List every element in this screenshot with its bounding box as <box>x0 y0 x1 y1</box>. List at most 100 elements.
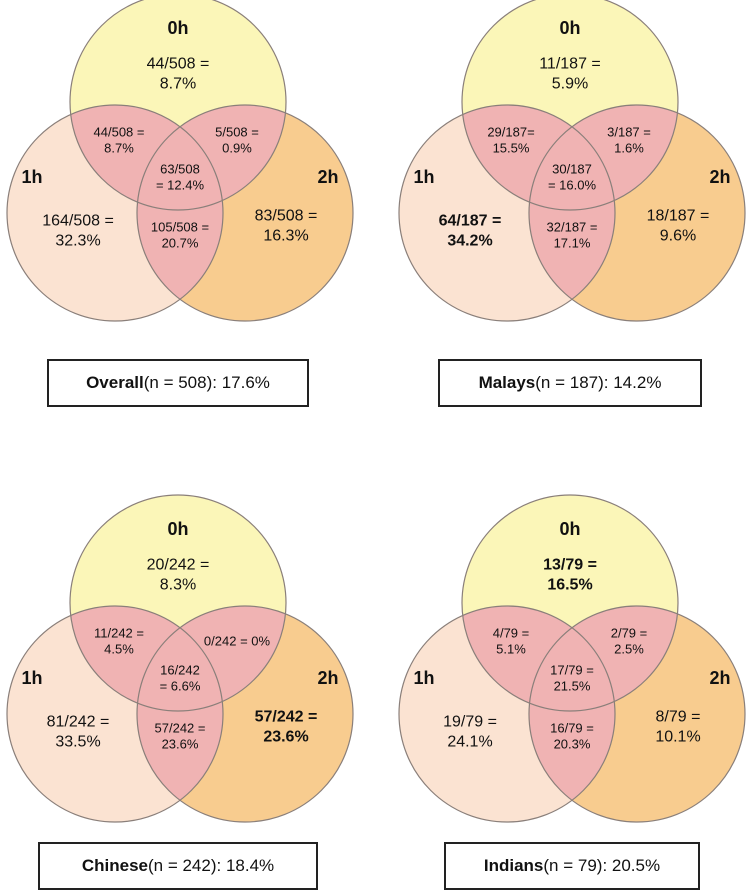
venn-panel: 0h 1h 2h 11/187 = 5.9% 29/187= 15.5% 3/187 = 1.6… <box>398 0 746 322</box>
region-only-right-value: 10.1% <box>655 729 700 746</box>
region-only-right-value: 23.6% <box>263 729 308 746</box>
circle-outline <box>136 605 354 823</box>
circle-outline <box>528 605 746 823</box>
region-top-right-value: 2/79 = <box>611 625 648 640</box>
region-only-left-value: 33.5% <box>55 734 100 751</box>
region-only-top-value: 13/79 = <box>543 557 597 574</box>
region-only-left-value: 24.1% <box>447 734 492 751</box>
region-center-value: 17/79 = <box>550 662 594 677</box>
region-only-left-value: 164/508 = <box>42 213 114 230</box>
region-left-right-value: 23.6% <box>162 737 199 752</box>
region-top-left-value: 8.7% <box>104 141 134 156</box>
circle-outline <box>6 104 224 322</box>
region-top-left-value: 4.5% <box>104 642 134 657</box>
region-only-right-value: 18/187 = <box>647 208 710 225</box>
region-center-value: = 16.0% <box>548 178 597 193</box>
circle-outline <box>69 494 287 712</box>
label-1h: 1h <box>21 167 42 187</box>
caption-group: Indians <box>483 856 544 875</box>
region-only-left-value: 34.2% <box>447 233 492 250</box>
label-1h: 1h <box>413 668 434 688</box>
circle-outline <box>398 605 616 823</box>
region-only-top-value: 8.3% <box>160 577 196 594</box>
caption-group: Chinese <box>81 856 148 875</box>
venn-panel: 0h 1h 2h 13/79 = 16.5% 4/79 = 5.1% 2/79 = 2.5% 17… <box>398 494 746 823</box>
venn-panel: 0h 1h 2h 20/242 = 8.3% 11/242 = 4.5% 0/242 = 0%… <box>6 494 354 823</box>
circle-outline <box>69 0 287 211</box>
circle-outline <box>528 104 746 322</box>
region-only-top-value: 20/242 = <box>147 557 210 574</box>
label-1h: 1h <box>413 167 434 187</box>
venn-panel: 0h 1h 2h 44/508 = 8.7% 44/508 = 8.7% 5/508 = 0.9… <box>6 0 354 322</box>
caption-overall: Overall (n = 508): 17.6% <box>47 359 309 407</box>
region-left-right-value: 57/242 = <box>155 720 206 735</box>
region-only-left-value: 19/79 = <box>443 714 497 731</box>
region-only-top-value: 5.9% <box>552 76 588 93</box>
region-left-right-value: 20.7% <box>162 236 199 251</box>
region-top-right-value: 2.5% <box>614 642 644 657</box>
region-only-left-value: 64/187 = <box>439 213 502 230</box>
region-top-left-value: 4/79 = <box>493 625 530 640</box>
circle-outline <box>398 104 616 322</box>
label-2h: 2h <box>317 167 338 187</box>
label-2h: 2h <box>709 668 730 688</box>
circle-outline <box>461 494 679 712</box>
region-left-right-value: 17.1% <box>554 236 591 251</box>
caption-detail: (n = 79): 20.5% <box>543 856 661 875</box>
overlap-1h-2h <box>137 606 223 822</box>
label-1h: 1h <box>21 668 42 688</box>
region-center-value: = 12.4% <box>156 178 205 193</box>
overlap-1h-2h <box>137 105 223 321</box>
region-top-left-value: 11/242 = <box>94 625 144 640</box>
region-only-top-value: 11/187 = <box>539 56 601 73</box>
region-top-left-value: 5.1% <box>496 642 526 657</box>
label-0h: 0h <box>167 519 188 539</box>
caption-indians: Indians (n = 79): 20.5% <box>444 842 700 890</box>
region-left-right-value: 105/508 = <box>151 219 209 234</box>
overlap-1h-2h <box>529 105 615 321</box>
region-left-right-value: 32/187 = <box>547 219 598 234</box>
region-only-top-value: 16.5% <box>547 577 592 594</box>
region-top-right-value: 1.6% <box>614 141 644 156</box>
region-center-value: 16/242 <box>160 662 200 677</box>
caption-detail: (n = 187): 14.2% <box>535 373 662 392</box>
label-0h: 0h <box>559 18 580 38</box>
region-center-value: 63/508 <box>160 161 200 176</box>
region-only-right-value: 8/79 = <box>656 709 701 726</box>
label-2h: 2h <box>709 167 730 187</box>
region-top-left-value: 44/508 = <box>94 124 145 139</box>
region-only-right-value: 9.6% <box>660 228 696 245</box>
region-only-top-value: 44/508 = <box>147 56 210 73</box>
region-top-left-value: 29/187= <box>487 124 534 139</box>
region-top-right-value: 0.9% <box>222 141 252 156</box>
region-top-left-value: 15.5% <box>493 141 530 156</box>
region-top-right-value: 3/187 = <box>607 124 651 139</box>
circle-outline <box>136 104 354 322</box>
circle-outline <box>461 0 679 211</box>
label-0h: 0h <box>559 519 580 539</box>
region-only-top-value: 8.7% <box>160 76 196 93</box>
region-center-value: 21.5% <box>554 679 591 694</box>
region-only-right-value: 16.3% <box>263 228 308 245</box>
caption-group: Overall <box>86 373 144 392</box>
region-only-left-value: 81/242 = <box>47 714 110 731</box>
region-top-right-value: 5/508 = <box>215 124 259 139</box>
region-only-right-value: 83/508 = <box>255 208 318 225</box>
region-left-right-value: 20.3% <box>554 737 591 752</box>
region-center-value: 30/187 <box>552 161 592 176</box>
caption-malays: Malays (n = 187): 14.2% <box>438 359 702 407</box>
label-2h: 2h <box>317 668 338 688</box>
caption-chinese: Chinese (n = 242): 18.4% <box>38 842 318 890</box>
overlap-1h-2h <box>529 606 615 822</box>
caption-detail: (n = 508): 17.6% <box>143 373 270 392</box>
region-only-right-value: 57/242 = <box>255 709 318 726</box>
region-center-value: = 6.6% <box>160 679 201 694</box>
region-top-right-value: 0/242 = 0% <box>204 634 271 649</box>
caption-detail: (n = 242): 18.4% <box>147 856 275 875</box>
region-left-right-value: 16/79 = <box>550 720 594 735</box>
label-0h: 0h <box>167 18 188 38</box>
region-only-left-value: 32.3% <box>55 233 100 250</box>
caption-group: Malays <box>478 373 536 392</box>
circle-outline <box>6 605 224 823</box>
